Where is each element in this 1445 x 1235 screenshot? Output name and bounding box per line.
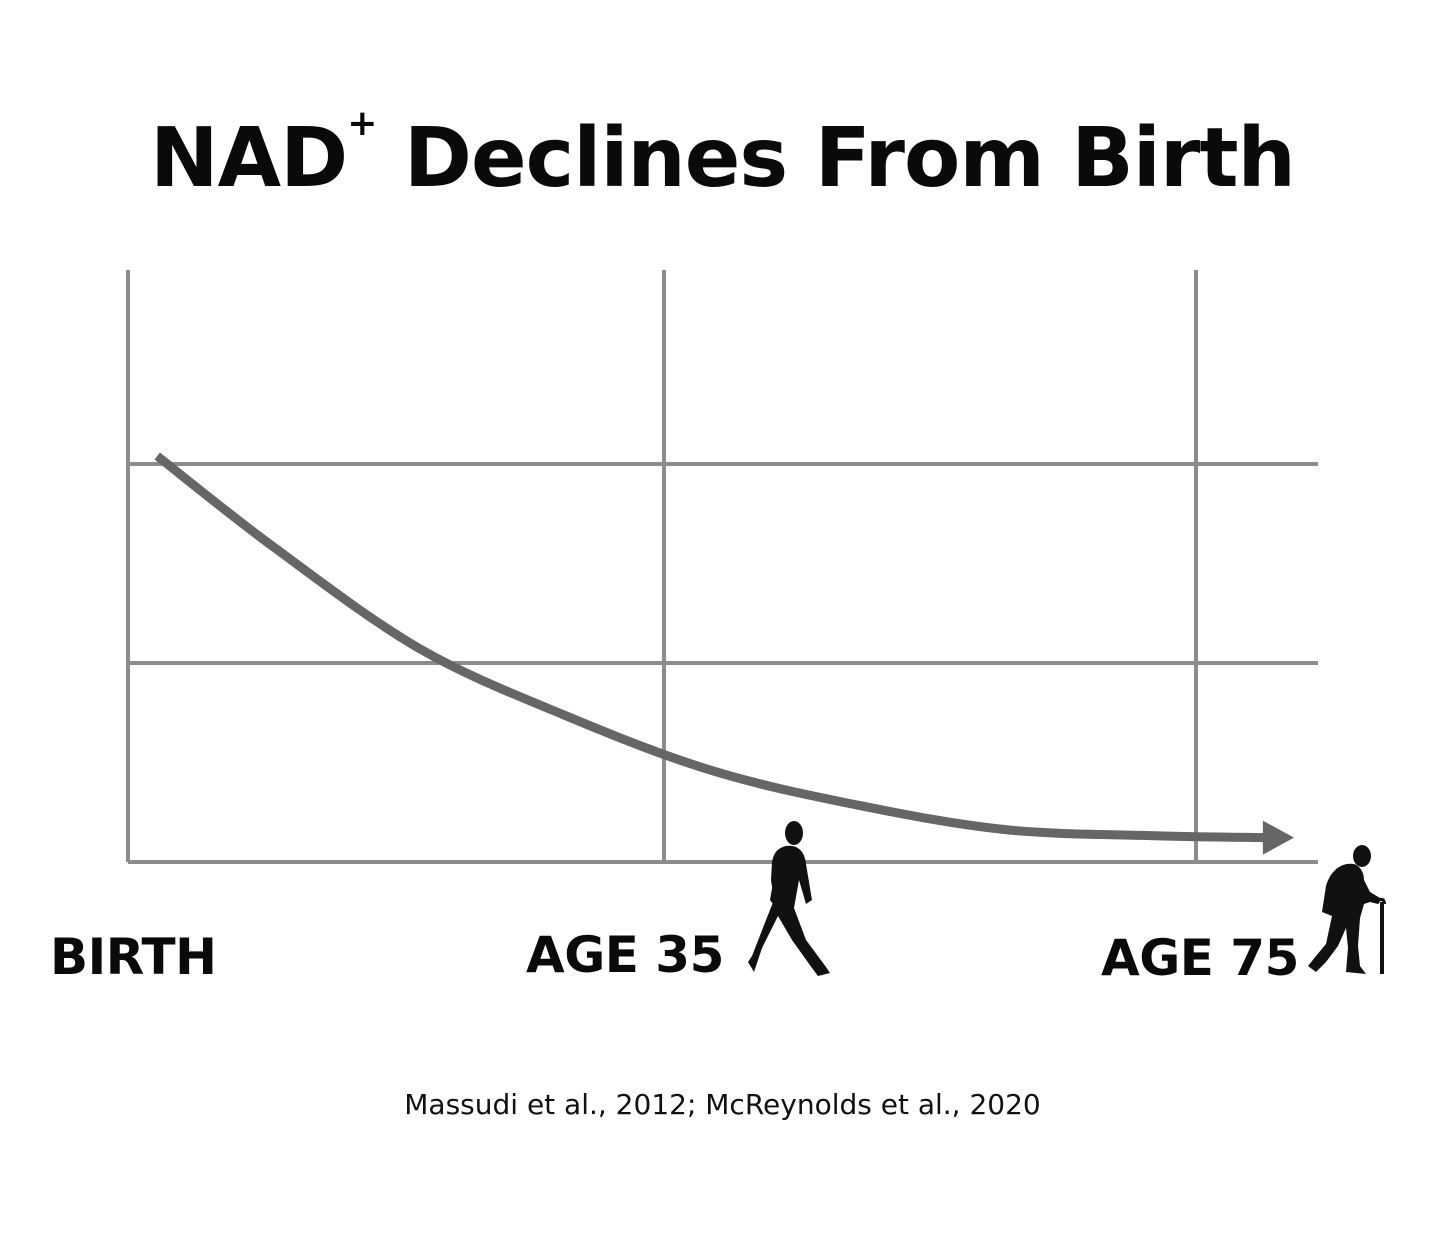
- series-arrowhead: [1262, 820, 1294, 855]
- walking-man-icon: [748, 821, 830, 976]
- x-tick-label-age-75: AGE 75: [1101, 929, 1299, 987]
- x-tick-label-age-35: AGE 35: [526, 926, 724, 984]
- series-layer: [154, 452, 1294, 855]
- icon-layer: [748, 821, 1386, 976]
- elderly-man-with-cane-icon: [1308, 845, 1386, 974]
- chart-title: NAD+ Declines From Birth: [150, 103, 1296, 206]
- citation: Massudi et al., 2012; McReynolds et al.,…: [404, 1088, 1041, 1121]
- grid: [126, 270, 1318, 864]
- series-line-0: [154, 452, 1267, 843]
- x-tick-label-birth: BIRTH: [50, 928, 217, 986]
